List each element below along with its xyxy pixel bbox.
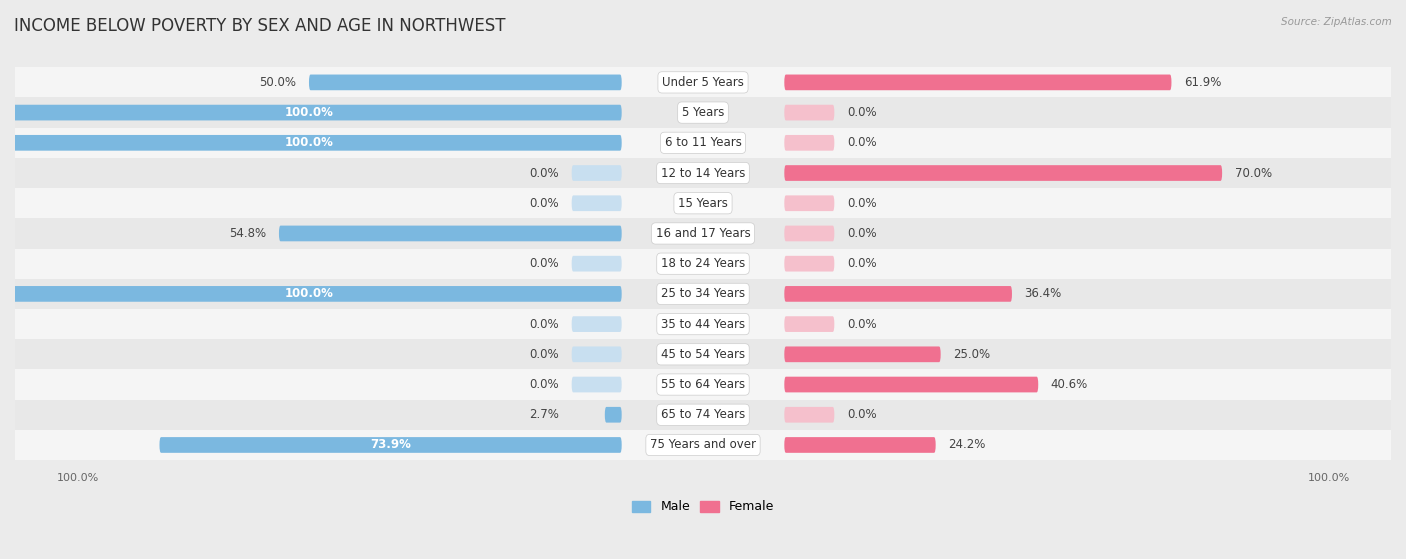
- Text: 0.0%: 0.0%: [846, 227, 876, 240]
- FancyBboxPatch shape: [572, 165, 621, 181]
- Legend: Male, Female: Male, Female: [627, 495, 779, 519]
- FancyBboxPatch shape: [785, 256, 834, 272]
- FancyBboxPatch shape: [309, 74, 621, 90]
- Text: 5 Years: 5 Years: [682, 106, 724, 119]
- FancyBboxPatch shape: [572, 196, 621, 211]
- Text: 25.0%: 25.0%: [953, 348, 990, 361]
- Text: 0.0%: 0.0%: [530, 257, 560, 270]
- Bar: [15, 369, 1391, 400]
- Text: 61.9%: 61.9%: [1184, 76, 1222, 89]
- FancyBboxPatch shape: [785, 316, 834, 332]
- FancyBboxPatch shape: [0, 135, 621, 151]
- Text: 25 to 34 Years: 25 to 34 Years: [661, 287, 745, 300]
- Text: 0.0%: 0.0%: [530, 318, 560, 330]
- FancyBboxPatch shape: [785, 105, 834, 120]
- FancyBboxPatch shape: [572, 377, 621, 392]
- Text: 40.6%: 40.6%: [1050, 378, 1088, 391]
- Text: 45 to 54 Years: 45 to 54 Years: [661, 348, 745, 361]
- Text: 65 to 74 Years: 65 to 74 Years: [661, 408, 745, 421]
- Text: 35 to 44 Years: 35 to 44 Years: [661, 318, 745, 330]
- Text: 0.0%: 0.0%: [846, 408, 876, 421]
- FancyBboxPatch shape: [785, 377, 1038, 392]
- Bar: [15, 249, 1391, 279]
- FancyBboxPatch shape: [785, 135, 834, 151]
- Text: 36.4%: 36.4%: [1025, 287, 1062, 300]
- Text: 18 to 24 Years: 18 to 24 Years: [661, 257, 745, 270]
- Bar: [15, 219, 1391, 249]
- Text: 0.0%: 0.0%: [530, 348, 560, 361]
- FancyBboxPatch shape: [785, 74, 1171, 90]
- Text: 0.0%: 0.0%: [530, 378, 560, 391]
- FancyBboxPatch shape: [278, 226, 621, 241]
- Text: 0.0%: 0.0%: [846, 197, 876, 210]
- Text: 0.0%: 0.0%: [846, 257, 876, 270]
- Bar: [15, 279, 1391, 309]
- FancyBboxPatch shape: [785, 165, 1222, 181]
- Text: 0.0%: 0.0%: [846, 106, 876, 119]
- FancyBboxPatch shape: [785, 226, 834, 241]
- FancyBboxPatch shape: [605, 407, 621, 423]
- Text: 70.0%: 70.0%: [1234, 167, 1272, 179]
- Bar: [15, 97, 1391, 127]
- Text: Under 5 Years: Under 5 Years: [662, 76, 744, 89]
- FancyBboxPatch shape: [785, 407, 834, 423]
- Bar: [15, 158, 1391, 188]
- Bar: [15, 309, 1391, 339]
- Bar: [15, 67, 1391, 97]
- FancyBboxPatch shape: [785, 347, 941, 362]
- Text: 0.0%: 0.0%: [530, 167, 560, 179]
- FancyBboxPatch shape: [0, 286, 621, 302]
- FancyBboxPatch shape: [785, 437, 935, 453]
- FancyBboxPatch shape: [572, 256, 621, 272]
- FancyBboxPatch shape: [572, 347, 621, 362]
- Bar: [15, 400, 1391, 430]
- Text: 75 Years and over: 75 Years and over: [650, 438, 756, 452]
- FancyBboxPatch shape: [785, 286, 1012, 302]
- Text: 0.0%: 0.0%: [846, 136, 876, 149]
- Text: 24.2%: 24.2%: [948, 438, 986, 452]
- Text: 50.0%: 50.0%: [260, 76, 297, 89]
- Text: 100.0%: 100.0%: [284, 136, 333, 149]
- Bar: [15, 430, 1391, 460]
- Bar: [15, 188, 1391, 219]
- Text: 0.0%: 0.0%: [846, 318, 876, 330]
- Text: 6 to 11 Years: 6 to 11 Years: [665, 136, 741, 149]
- Text: INCOME BELOW POVERTY BY SEX AND AGE IN NORTHWEST: INCOME BELOW POVERTY BY SEX AND AGE IN N…: [14, 17, 506, 35]
- Text: 100.0%: 100.0%: [284, 106, 333, 119]
- Text: 100.0%: 100.0%: [284, 287, 333, 300]
- FancyBboxPatch shape: [572, 316, 621, 332]
- Text: 16 and 17 Years: 16 and 17 Years: [655, 227, 751, 240]
- Text: 2.7%: 2.7%: [529, 408, 560, 421]
- Text: 15 Years: 15 Years: [678, 197, 728, 210]
- Text: 54.8%: 54.8%: [229, 227, 266, 240]
- FancyBboxPatch shape: [159, 437, 621, 453]
- FancyBboxPatch shape: [785, 196, 834, 211]
- Text: 73.9%: 73.9%: [370, 438, 411, 452]
- Text: 55 to 64 Years: 55 to 64 Years: [661, 378, 745, 391]
- Text: Source: ZipAtlas.com: Source: ZipAtlas.com: [1281, 17, 1392, 27]
- Text: 12 to 14 Years: 12 to 14 Years: [661, 167, 745, 179]
- FancyBboxPatch shape: [0, 105, 621, 120]
- Bar: [15, 339, 1391, 369]
- Text: 0.0%: 0.0%: [530, 197, 560, 210]
- Bar: [15, 127, 1391, 158]
